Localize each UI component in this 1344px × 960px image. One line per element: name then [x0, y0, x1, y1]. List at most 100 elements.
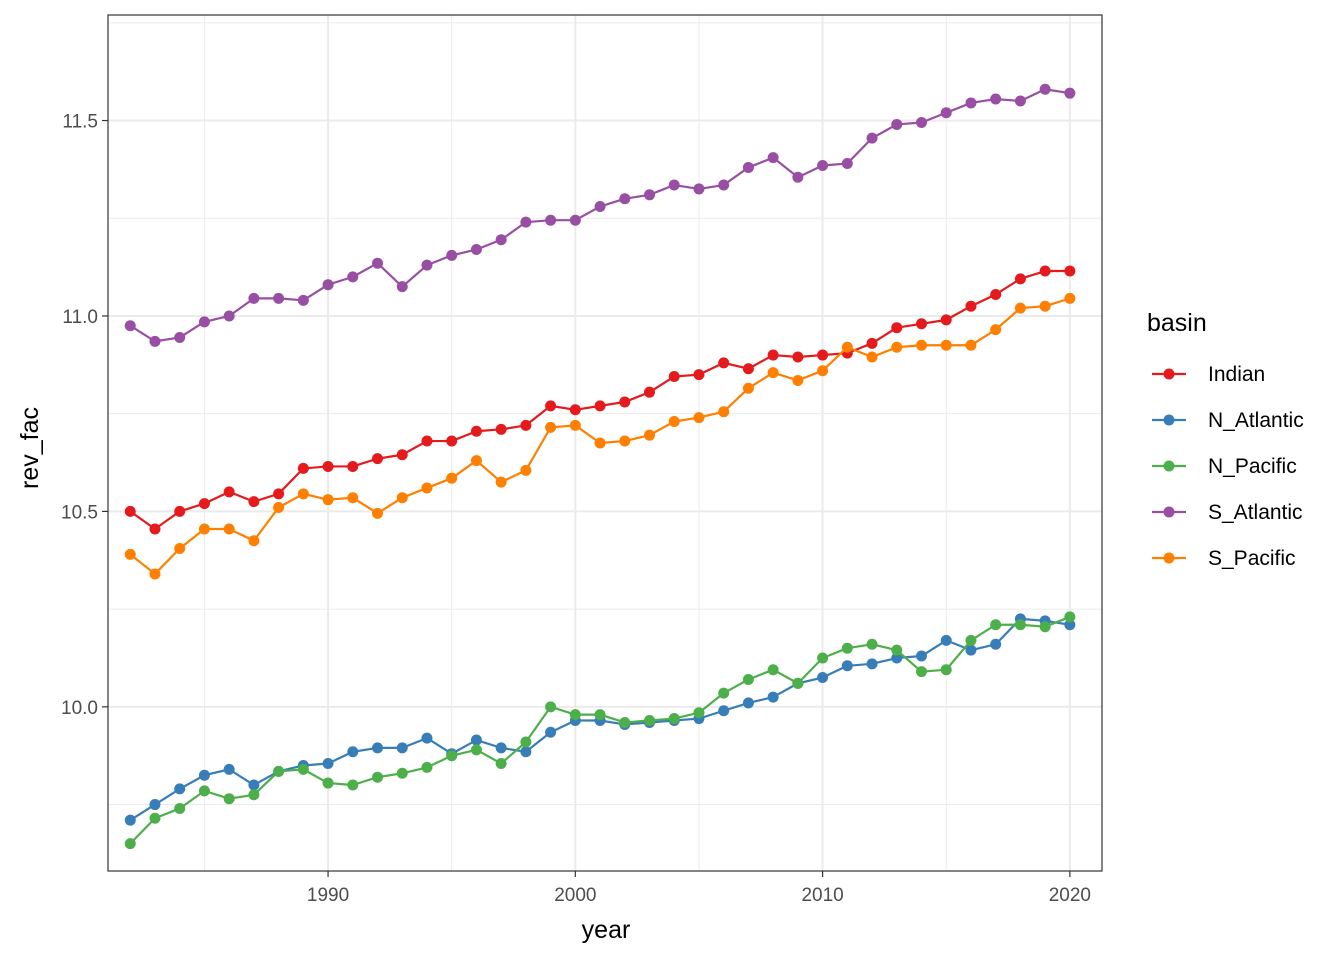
data-point-s-atlantic — [174, 331, 186, 343]
data-point-n-atlantic — [742, 697, 754, 709]
legend-label-s-atlantic: S_Atlantic — [1208, 501, 1303, 524]
data-point-s-atlantic — [940, 107, 952, 119]
data-point-indian — [644, 386, 656, 398]
y-tick-labels: 10.0 10.5 11.0 11.5 — [61, 112, 98, 719]
data-point-n-atlantic — [396, 742, 408, 754]
data-point-n-pacific — [297, 763, 309, 775]
data-point-n-atlantic — [545, 726, 557, 738]
data-point-n-pacific — [347, 779, 359, 791]
data-point-indian — [421, 435, 433, 447]
series-indian — [124, 265, 1076, 535]
x-tick-labels: 1990 2000 2010 2020 — [307, 885, 1091, 906]
data-point-s-atlantic — [965, 97, 977, 109]
data-point-n-pacific — [693, 707, 705, 719]
series-s-pacific — [124, 292, 1076, 580]
data-point-s-pacific — [940, 339, 952, 351]
legend-key-point — [1163, 460, 1175, 472]
data-point-s-pacific — [372, 507, 384, 519]
x-axis-title: year — [582, 916, 631, 944]
legend-item-s-pacific: S_Pacific — [1152, 547, 1296, 570]
grid-minor — [108, 15, 1102, 871]
series-n-pacific — [124, 611, 1076, 850]
data-point-indian — [965, 300, 977, 312]
data-point-s-atlantic — [124, 320, 136, 332]
legend-item-n-pacific: N_Pacific — [1152, 455, 1297, 478]
x-tick-label: 2020 — [1049, 885, 1091, 906]
data-point-s-pacific — [198, 523, 210, 535]
data-point-n-atlantic — [817, 672, 829, 684]
data-point-indian — [1014, 273, 1026, 285]
legend: basin Indian N_Atlantic N_Pacific S_Atlanti… — [1147, 309, 1304, 570]
legend-title: basin — [1147, 309, 1207, 337]
data-point-indian — [619, 396, 631, 408]
data-point-indian — [594, 400, 606, 412]
data-point-n-pacific — [446, 750, 458, 762]
data-point-n-pacific — [545, 701, 557, 713]
data-point-n-atlantic — [198, 769, 210, 781]
data-point-n-atlantic — [248, 779, 260, 791]
data-point-indian — [223, 486, 235, 498]
series-s-atlantic — [124, 83, 1076, 347]
data-point-s-atlantic — [149, 335, 161, 347]
data-point-s-atlantic — [470, 244, 482, 256]
data-point-s-pacific — [792, 374, 804, 386]
data-point-indian — [396, 449, 408, 461]
data-point-indian — [668, 371, 680, 383]
data-point-s-pacific — [124, 548, 136, 560]
legend-item-n-atlantic: N_Atlantic — [1152, 409, 1304, 432]
data-point-n-pacific — [470, 744, 482, 756]
y-tick-label: 11.0 — [62, 307, 98, 328]
data-point-n-pacific — [520, 736, 532, 748]
data-point-s-pacific — [817, 365, 829, 377]
data-point-n-pacific — [594, 709, 606, 721]
data-point-s-atlantic — [990, 93, 1002, 105]
data-point-n-pacific — [965, 634, 977, 646]
data-point-s-atlantic — [742, 161, 754, 173]
data-point-indian — [545, 400, 557, 412]
data-point-indian — [1039, 265, 1051, 277]
data-point-s-atlantic — [198, 316, 210, 328]
data-point-s-atlantic — [915, 116, 927, 128]
data-point-s-pacific — [174, 543, 186, 555]
data-point-s-pacific — [421, 482, 433, 494]
data-point-s-pacific — [149, 568, 161, 580]
data-point-n-atlantic — [322, 758, 334, 770]
data-point-s-atlantic — [495, 234, 507, 246]
data-point-indian — [446, 435, 458, 447]
data-point-n-atlantic — [915, 650, 927, 662]
data-point-s-pacific — [891, 341, 903, 353]
data-point-s-pacific — [223, 523, 235, 535]
data-point-indian — [767, 349, 779, 361]
data-point-n-atlantic — [940, 634, 952, 646]
legend-items: Indian N_Atlantic N_Pacific S_Atlantic S_Pac… — [1152, 363, 1304, 570]
data-point-indian — [174, 505, 186, 517]
data-point-s-atlantic — [1014, 95, 1026, 107]
data-point-n-atlantic — [520, 746, 532, 758]
data-point-indian — [198, 498, 210, 510]
data-point-s-atlantic — [817, 159, 829, 171]
data-point-n-pacific — [149, 812, 161, 824]
data-point-indian — [248, 496, 260, 508]
data-point-n-pacific — [644, 715, 656, 727]
data-point-s-atlantic — [446, 249, 458, 261]
data-point-indian — [149, 523, 161, 535]
data-point-indian — [891, 322, 903, 334]
data-point-s-pacific — [965, 339, 977, 351]
data-point-s-pacific — [1064, 292, 1076, 304]
data-point-s-pacific — [619, 435, 631, 447]
data-point-n-atlantic — [223, 763, 235, 775]
data-point-s-atlantic — [644, 189, 656, 201]
data-point-s-pacific — [495, 476, 507, 488]
data-point-s-atlantic — [693, 183, 705, 195]
data-point-s-atlantic — [372, 257, 384, 269]
data-point-indian — [915, 318, 927, 330]
data-point-s-atlantic — [297, 294, 309, 306]
data-point-indian — [817, 349, 829, 361]
data-point-s-atlantic — [792, 171, 804, 183]
data-point-indian — [940, 314, 952, 326]
data-point-n-pacific — [421, 761, 433, 773]
data-point-s-atlantic — [841, 158, 853, 170]
data-point-n-atlantic — [965, 644, 977, 656]
x-tick-label: 2000 — [554, 885, 596, 906]
